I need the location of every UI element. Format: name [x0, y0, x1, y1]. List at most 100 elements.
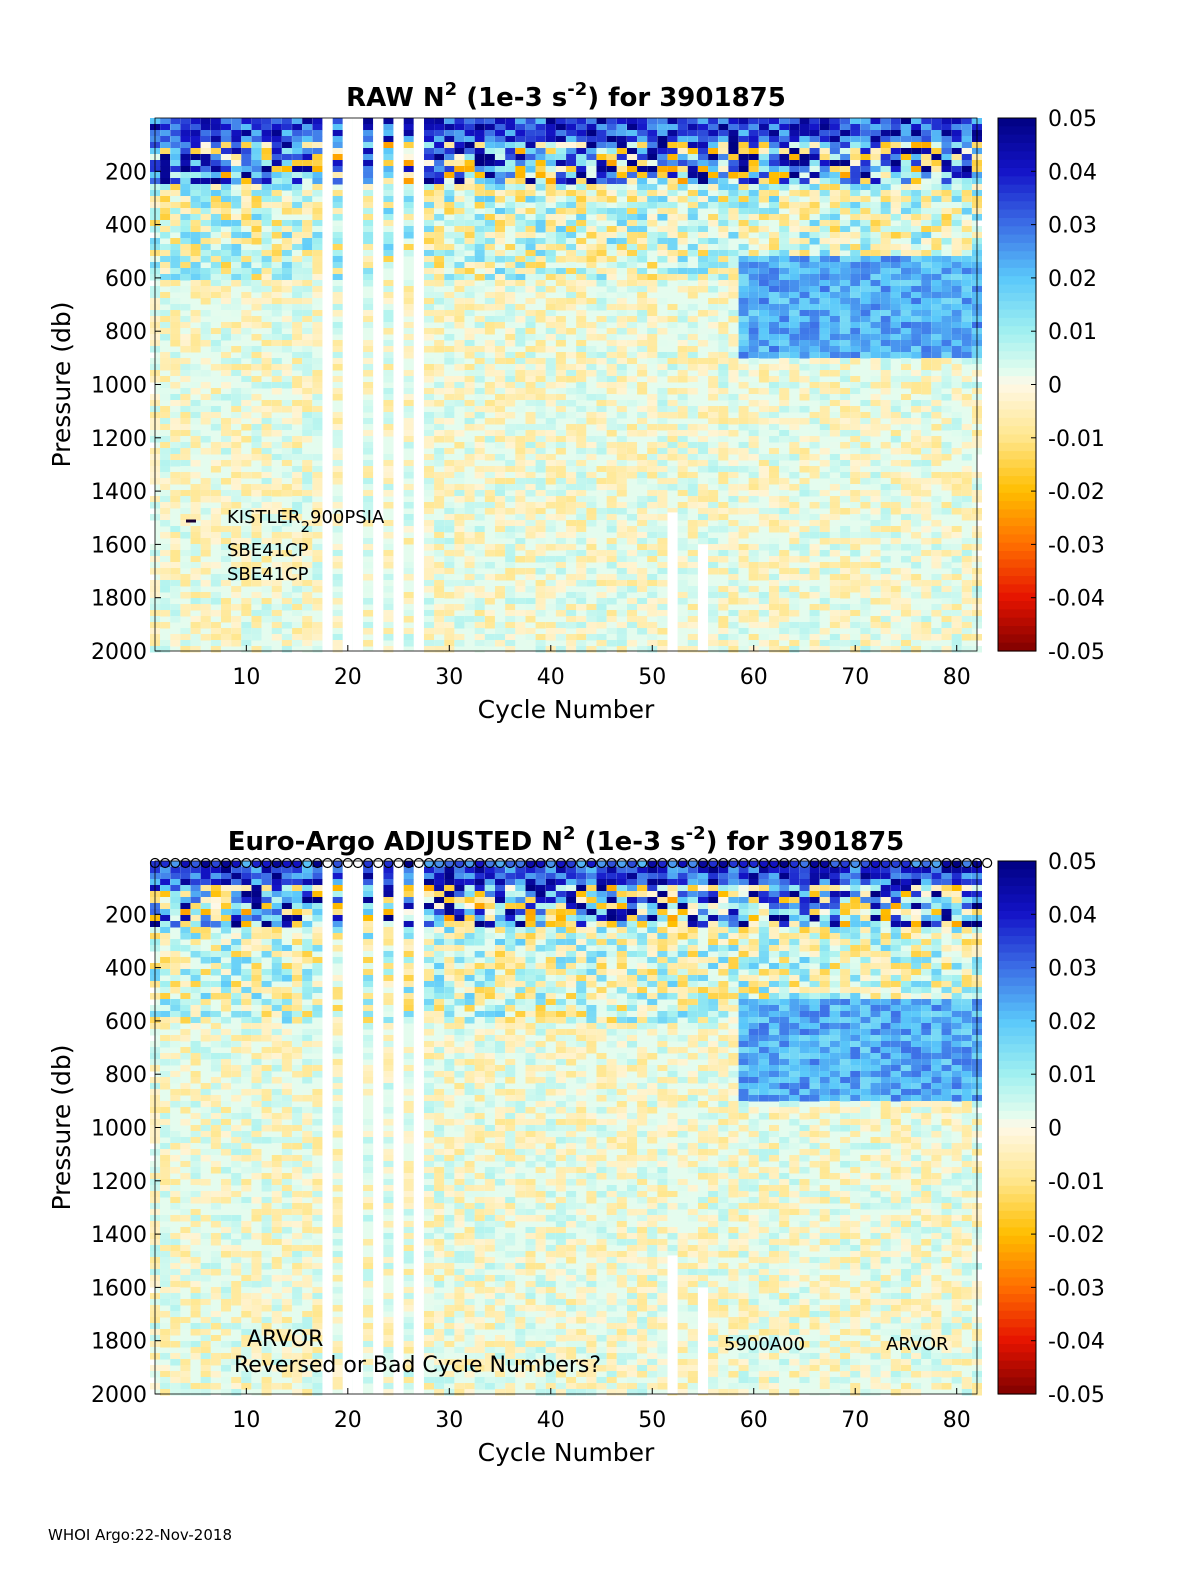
raw-colorbar: 0.05 0.04 0.03 0.02 0.01 0 -0.01 -0.02 -0.03 -0.0… [997, 107, 1105, 665]
adjusted-gap-stripe [667, 1255, 678, 1394]
raw-colorbar-tick-label: -0.04 [1048, 587, 1105, 612]
qc-flag-marker [190, 857, 201, 869]
adjusted-y-tick-label: 2000 [91, 1383, 147, 1408]
qc-flag-marker [738, 857, 749, 869]
qc-flag-marker [535, 857, 546, 869]
adjusted-y-tick-label: 600 [105, 1010, 147, 1035]
footer-credit: WHOI Argo:22-Nov-2018 [48, 1526, 232, 1544]
adjusted-y-tick-label: 200 [105, 903, 147, 928]
qc-flag-marker [961, 857, 972, 869]
qc-flag-marker [748, 857, 759, 869]
qc-flag-marker [322, 857, 333, 869]
adjusted-x-tick-label: 30 [435, 1408, 463, 1433]
qc-flag-marker [281, 857, 293, 869]
adjusted-annotation: ARVOR [886, 1334, 949, 1355]
qc-flag-marker [687, 857, 698, 869]
adjusted-x-tick-label: 50 [638, 1408, 666, 1433]
adjusted-y-tick-label: 1600 [91, 1276, 147, 1301]
raw-annotation: KISTLER2900PSIA [227, 507, 385, 536]
adjusted-colorbar-tick-label: 0 [1048, 1117, 1062, 1142]
raw-colorbar-tick-label: -0.03 [1048, 533, 1105, 558]
raw-x-tick-label: 80 [943, 665, 971, 690]
adjusted-colorbar-tick-label: 0.03 [1048, 957, 1097, 982]
qc-flag-marker [982, 857, 993, 869]
adjusted-y-tick-label: 1400 [91, 1223, 147, 1248]
qc-flag-marker [951, 857, 962, 869]
raw-colorbar-tick-label: 0.04 [1048, 160, 1097, 185]
qc-flag-marker [626, 857, 638, 869]
qc-flag-marker [779, 857, 790, 869]
qc-flag-marker [555, 857, 567, 869]
qc-flag-marker [423, 857, 435, 869]
raw-x-tick-label: 50 [638, 665, 666, 690]
qc-flag-marker [403, 857, 414, 869]
qc-flag-marker [383, 857, 394, 869]
adjusted-y-tick-label: 1200 [91, 1170, 147, 1195]
adjusted-y-axis-label: Pressure (db) [47, 1045, 76, 1211]
raw-colorbar-tick-label: 0.05 [1048, 107, 1097, 132]
qc-flag-marker [231, 857, 242, 869]
adjusted-gap-stripe [373, 861, 384, 1394]
adjusted-x-tick-label: 40 [537, 1408, 565, 1433]
qc-flag-marker [444, 857, 455, 869]
qc-flag-marker [657, 857, 668, 869]
raw-gap-stripe [373, 118, 384, 651]
qc-flag-marker [839, 857, 851, 869]
qc-flag-marker [434, 857, 445, 869]
qc-flag-marker [373, 857, 384, 869]
qc-flag-marker [200, 857, 211, 869]
qc-flag-marker [342, 857, 353, 869]
raw-plot-area [155, 118, 977, 651]
raw-plot-frame [154, 117, 978, 652]
adjusted-colorbar-tick-label: -0.01 [1048, 1170, 1105, 1195]
qc-flag-marker [484, 857, 495, 869]
qc-flag-marker [160, 857, 171, 869]
qc-flag-marker [241, 857, 252, 869]
qc-flag-marker [880, 857, 891, 869]
qc-flag-marker [505, 857, 516, 869]
raw-gap-stripe [352, 118, 363, 651]
raw-x-tick-label: 70 [841, 665, 869, 690]
qc-flag-marker [890, 857, 901, 869]
qc-flag-marker [616, 857, 627, 869]
raw-y-tick-label: 1400 [91, 480, 147, 505]
raw-y-tick-label: 1000 [91, 374, 147, 399]
raw-gap-stripe [322, 118, 333, 651]
qc-flag-marker [312, 857, 323, 869]
qc-flag-marker [758, 857, 769, 869]
qc-flag-marker [921, 857, 932, 869]
qc-flag-marker [860, 857, 871, 869]
qc-flag-marker [718, 857, 729, 869]
raw-colorbar-tick-label: 0.03 [1048, 214, 1097, 239]
qc-flag-marker [850, 857, 861, 869]
qc-flag-marker [809, 857, 820, 869]
raw-y-tick-label: 1200 [91, 427, 147, 452]
adjusted-colorbar-tick-label: -0.05 [1048, 1383, 1105, 1408]
raw-y-axis-label: Pressure (db) [47, 302, 76, 468]
qc-flag-marker [728, 857, 739, 869]
adjusted-x-tick-label: 60 [740, 1408, 768, 1433]
qc-flag-marker [170, 857, 181, 869]
adjusted-colorbar-tick-label: -0.03 [1048, 1276, 1105, 1301]
qc-flag-marker [819, 857, 830, 869]
raw-y-tick-label: 400 [105, 214, 147, 239]
adjusted-heatmap [150, 861, 982, 1396]
raw-x-tick-label: 20 [334, 665, 362, 690]
adjusted-y-tick-label: 400 [105, 957, 147, 982]
adjusted-annotation: ARVOR [247, 1327, 323, 1352]
adjusted-x-tick-label: 80 [943, 1408, 971, 1433]
adjusted-x-axis-label: Cycle Number [478, 1438, 655, 1467]
adjusted-gap-stripe [413, 861, 424, 1394]
adjusted-annotation: Reversed or Bad Cycle Numbers? [234, 1353, 601, 1378]
qc-flag-marker [413, 857, 424, 869]
raw-y-tick-label: 2000 [91, 640, 147, 665]
adjusted-y-tick-label: 1000 [91, 1117, 147, 1142]
raw-colorbar-tick-label: -0.02 [1048, 480, 1105, 505]
raw-x-tick-label: 40 [537, 665, 565, 690]
raw-colorbar-tick-label: -0.05 [1048, 640, 1105, 665]
qc-flag-marker [494, 857, 506, 869]
qc-flag-marker [708, 857, 719, 869]
raw-colorbar-tick-label: -0.01 [1048, 427, 1105, 452]
raw-y-tick-label: 800 [105, 320, 147, 345]
